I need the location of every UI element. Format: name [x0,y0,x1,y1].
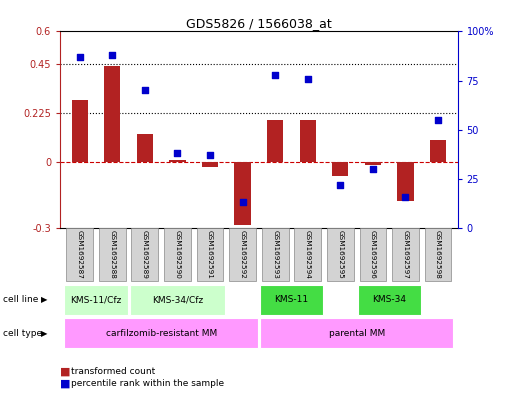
Text: GSM1692589: GSM1692589 [142,230,148,279]
Bar [169,160,186,162]
Text: GSM1692598: GSM1692598 [435,230,441,279]
FancyBboxPatch shape [131,228,158,281]
FancyBboxPatch shape [64,318,258,348]
Point [401,193,410,200]
Point [369,166,377,172]
Point [336,182,345,188]
FancyBboxPatch shape [64,285,128,315]
FancyBboxPatch shape [294,228,321,281]
Bar [267,120,283,162]
Text: GSM1692593: GSM1692593 [272,230,278,279]
Point [206,152,214,158]
Text: ▶: ▶ [41,296,47,304]
Text: GSM1692587: GSM1692587 [77,230,83,279]
FancyBboxPatch shape [260,318,453,348]
FancyBboxPatch shape [130,285,225,315]
Text: GSM1692596: GSM1692596 [370,230,376,279]
Text: parental MM: parental MM [328,329,385,338]
Text: carfilzomib-resistant MM: carfilzomib-resistant MM [106,329,217,338]
Bar [137,134,153,162]
Text: GSM1692588: GSM1692588 [109,230,115,279]
Text: cell line: cell line [3,296,38,304]
Text: KMS-34: KMS-34 [372,295,406,304]
FancyBboxPatch shape [358,285,421,315]
Text: GSM1692591: GSM1692591 [207,230,213,279]
Point [238,199,247,206]
FancyBboxPatch shape [260,285,323,315]
FancyBboxPatch shape [327,228,354,281]
FancyBboxPatch shape [66,228,93,281]
Point [141,87,149,94]
Text: ▶: ▶ [41,329,47,338]
FancyBboxPatch shape [99,228,126,281]
Text: GSM1692590: GSM1692590 [175,230,180,279]
FancyBboxPatch shape [164,228,191,281]
Text: KMS-11/Cfz: KMS-11/Cfz [70,295,122,304]
Text: GSM1692592: GSM1692592 [240,230,246,279]
Text: transformed count: transformed count [71,367,155,376]
FancyBboxPatch shape [262,228,289,281]
Text: ■: ■ [60,366,71,376]
FancyBboxPatch shape [359,228,386,281]
Bar [300,120,316,162]
Bar [202,162,218,167]
Point [108,52,117,58]
Title: GDS5826 / 1566038_at: GDS5826 / 1566038_at [186,17,332,30]
Point [303,75,312,82]
Bar [104,66,120,162]
FancyBboxPatch shape [392,228,419,281]
Bar [332,162,348,176]
Point [173,150,181,156]
FancyBboxPatch shape [425,228,451,281]
Bar [430,140,446,162]
Text: cell type: cell type [3,329,42,338]
Text: GSM1692594: GSM1692594 [305,230,311,279]
Point [271,72,279,78]
Text: KMS-34/Cfz: KMS-34/Cfz [152,295,203,304]
Text: ■: ■ [60,378,71,388]
Text: KMS-11: KMS-11 [275,295,309,304]
Point [75,54,84,60]
Text: GSM1692597: GSM1692597 [403,230,408,279]
Bar [72,100,88,162]
FancyBboxPatch shape [229,228,256,281]
Bar [365,162,381,165]
Text: percentile rank within the sample: percentile rank within the sample [71,379,224,387]
FancyBboxPatch shape [197,228,223,281]
Text: GSM1692595: GSM1692595 [337,230,343,279]
Bar [397,162,414,201]
Point [434,117,442,123]
Bar [234,162,251,225]
